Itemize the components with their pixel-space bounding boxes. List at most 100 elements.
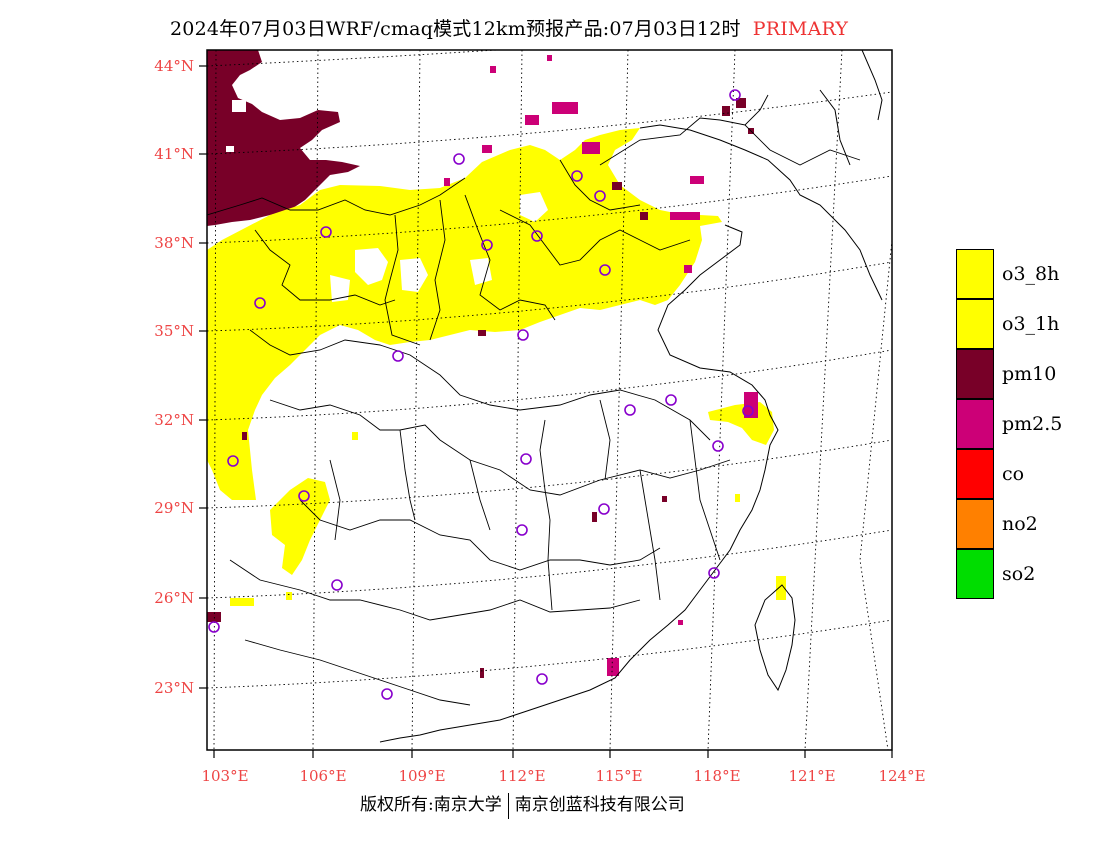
o3-area-yangtze-delta	[708, 402, 774, 445]
lat-label: 44°N	[154, 57, 194, 75]
o3-patch	[286, 592, 292, 600]
legend-label: co	[1002, 463, 1025, 485]
pm10-spot	[662, 496, 667, 502]
legend-label: so2	[1002, 563, 1036, 585]
station-marker	[208, 621, 220, 633]
station-marker	[254, 297, 266, 309]
station-marker	[729, 89, 741, 101]
legend-swatch	[956, 349, 994, 399]
pm10-area-northwest	[207, 50, 360, 226]
o3-patch	[352, 432, 358, 440]
title-text: 2024年07月03日WRF/cmaq模式12km预报产品:07月03日12时	[170, 18, 741, 40]
legend-swatch	[956, 449, 994, 499]
pm25-spot	[482, 145, 492, 153]
footer-separator	[507, 792, 509, 819]
pm10-spot	[736, 98, 746, 108]
pm25-spot	[684, 265, 692, 273]
o3-patch	[735, 494, 740, 502]
legend-swatch	[956, 299, 994, 349]
station-marker	[536, 673, 548, 685]
copyright-right: 南京创蓝科技有限公司	[514, 795, 685, 815]
station-marker	[481, 239, 493, 251]
province-borders	[207, 94, 861, 706]
longitude-labels: 103°E 106°E 109°E 112°E 115°E 118°E 121°…	[201, 767, 925, 785]
o3-area-north	[207, 128, 722, 500]
station-marker	[227, 455, 239, 467]
pm25-spot	[444, 178, 450, 186]
legend-label: pm10	[1002, 363, 1057, 385]
coastline	[379, 50, 883, 743]
pm25-spot	[582, 142, 600, 154]
lon-label: 124°E	[878, 767, 925, 785]
graticule	[207, 50, 892, 750]
station-marker	[571, 170, 583, 182]
station-markers	[208, 89, 754, 700]
o3-gap	[330, 275, 350, 302]
pm10-gap	[226, 146, 234, 152]
legend-swatch	[956, 499, 994, 549]
lat-label: 26°N	[154, 589, 194, 607]
pm25-spot	[490, 66, 496, 73]
lon-label: 121°E	[788, 767, 835, 785]
legend-swatch	[956, 249, 994, 299]
station-marker	[520, 453, 532, 465]
pm25-spot	[552, 102, 578, 114]
pm25-spot	[678, 620, 683, 625]
station-marker	[599, 264, 611, 276]
pm25-spot	[744, 392, 758, 418]
legend-swatch	[956, 549, 994, 599]
map-content	[207, 50, 892, 750]
pm10-spot	[480, 668, 484, 678]
copyright-footer: 版权所有:南京大学 南京创蓝科技有限公司	[360, 790, 685, 819]
lon-label: 112°E	[498, 767, 545, 785]
pm10-gap	[232, 100, 246, 112]
pm25-spot	[525, 115, 539, 125]
lon-label: 103°E	[201, 767, 248, 785]
lon-label: 106°E	[299, 767, 346, 785]
pm10-spot	[640, 212, 648, 220]
tick-marks	[199, 65, 893, 758]
pm10-spot	[592, 512, 597, 522]
o3-patch	[230, 598, 254, 606]
o3-gap	[520, 192, 548, 222]
taiwan-outline	[754, 584, 796, 692]
lat-label: 32°N	[154, 411, 194, 429]
lon-label: 115°E	[595, 767, 642, 785]
station-marker	[665, 394, 677, 406]
o3-gap	[400, 258, 428, 292]
pm25-spot	[547, 55, 552, 61]
pm10-spot	[242, 432, 247, 440]
copyright-left: 版权所有:南京大学	[360, 795, 502, 815]
o3-area-southwest	[270, 478, 330, 575]
lat-label: 41°N	[154, 145, 194, 163]
o3-gap	[355, 248, 388, 285]
pm10-spot	[612, 182, 622, 190]
station-marker	[708, 567, 720, 579]
station-marker	[531, 230, 543, 242]
station-marker	[453, 153, 465, 165]
legend-label: o3_1h	[1002, 313, 1060, 335]
latitude-labels: 44°N 41°N 38°N 35°N 32°N 29°N 26°N 23°N	[154, 57, 194, 697]
lat-label: 38°N	[154, 234, 194, 252]
map-frame	[206, 49, 893, 751]
station-marker	[517, 329, 529, 341]
pm25-spot	[670, 212, 700, 220]
station-marker	[598, 503, 610, 515]
station-marker	[624, 404, 636, 416]
lat-label: 35°N	[154, 322, 194, 340]
legend-label: pm2.5	[1002, 413, 1063, 435]
o3-patch	[776, 576, 786, 600]
map-title: 2024年07月03日WRF/cmaq模式12km预报产品:07月03日12时 P…	[170, 14, 848, 41]
station-marker	[392, 350, 404, 362]
pm10-spot	[722, 106, 730, 116]
station-marker	[298, 490, 310, 502]
pm10-spot	[478, 330, 486, 336]
lon-label: 118°E	[693, 767, 740, 785]
station-marker	[381, 688, 393, 700]
station-marker	[320, 226, 332, 238]
station-marker	[516, 524, 528, 536]
pm25-spot	[690, 176, 704, 184]
primary-label: PRIMARY	[752, 18, 849, 40]
station-marker	[331, 579, 343, 591]
